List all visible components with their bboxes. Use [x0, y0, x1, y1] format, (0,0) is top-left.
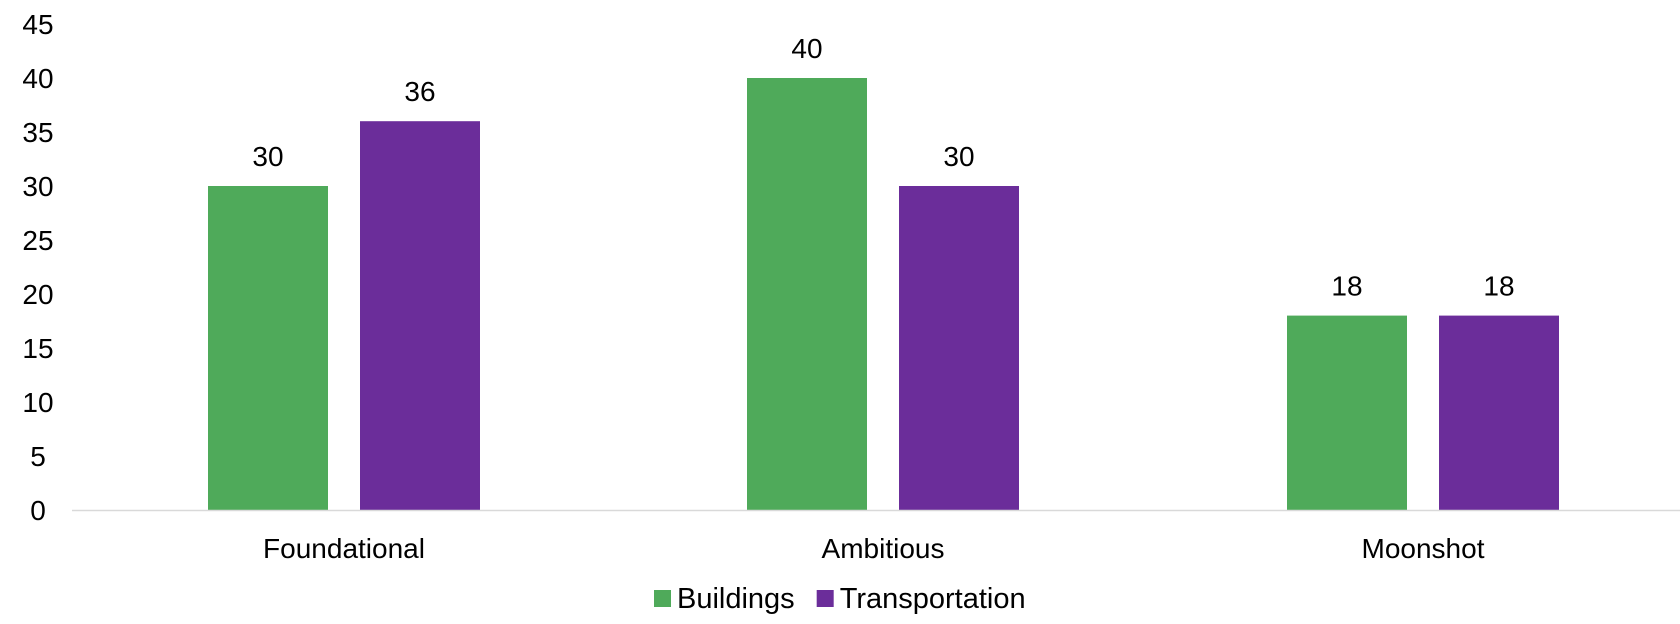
category-labels: Foundational Ambitious Moonshot — [263, 533, 1485, 564]
bar-buildings-ambitious — [747, 78, 867, 510]
bar-buildings-foundational — [208, 186, 328, 510]
y-tick-label: 35 — [22, 117, 53, 148]
bar-buildings-moonshot — [1287, 315, 1407, 510]
legend-label-buildings: Buildings — [677, 583, 795, 615]
y-tick-label: 40 — [22, 63, 53, 94]
data-label: 40 — [791, 33, 822, 64]
y-tick-label: 10 — [22, 387, 53, 418]
data-labels: 30 36 40 30 18 18 — [252, 33, 1514, 302]
y-tick-label: 0 — [30, 495, 46, 526]
data-label: 30 — [252, 141, 283, 172]
y-tick-label: 5 — [30, 441, 46, 472]
bar-transportation-moonshot — [1439, 315, 1559, 510]
data-label: 18 — [1483, 271, 1514, 302]
data-label: 30 — [943, 141, 974, 172]
y-tick-label: 25 — [22, 225, 53, 256]
legend-label-transportation: Transportation — [840, 583, 1026, 615]
y-tick-label: 20 — [22, 279, 53, 310]
legend-swatch-buildings — [654, 590, 671, 607]
y-axis-ticks: 0 5 10 15 20 25 30 35 40 45 — [22, 9, 53, 526]
category-label: Ambitious — [822, 533, 945, 564]
category-label: Moonshot — [1362, 533, 1485, 564]
bar-transportation-foundational — [360, 121, 480, 510]
data-label: 36 — [404, 76, 435, 107]
bar-transportation-ambitious — [899, 186, 1019, 510]
legend-swatch-transportation — [816, 590, 834, 607]
bars — [208, 78, 1559, 510]
data-label: 18 — [1331, 271, 1362, 302]
y-tick-label: 30 — [22, 171, 53, 202]
y-tick-label: 45 — [22, 9, 53, 40]
legend: Buildings Transportation — [654, 583, 1026, 615]
category-label: Foundational — [263, 533, 425, 564]
y-tick-label: 15 — [22, 333, 53, 364]
